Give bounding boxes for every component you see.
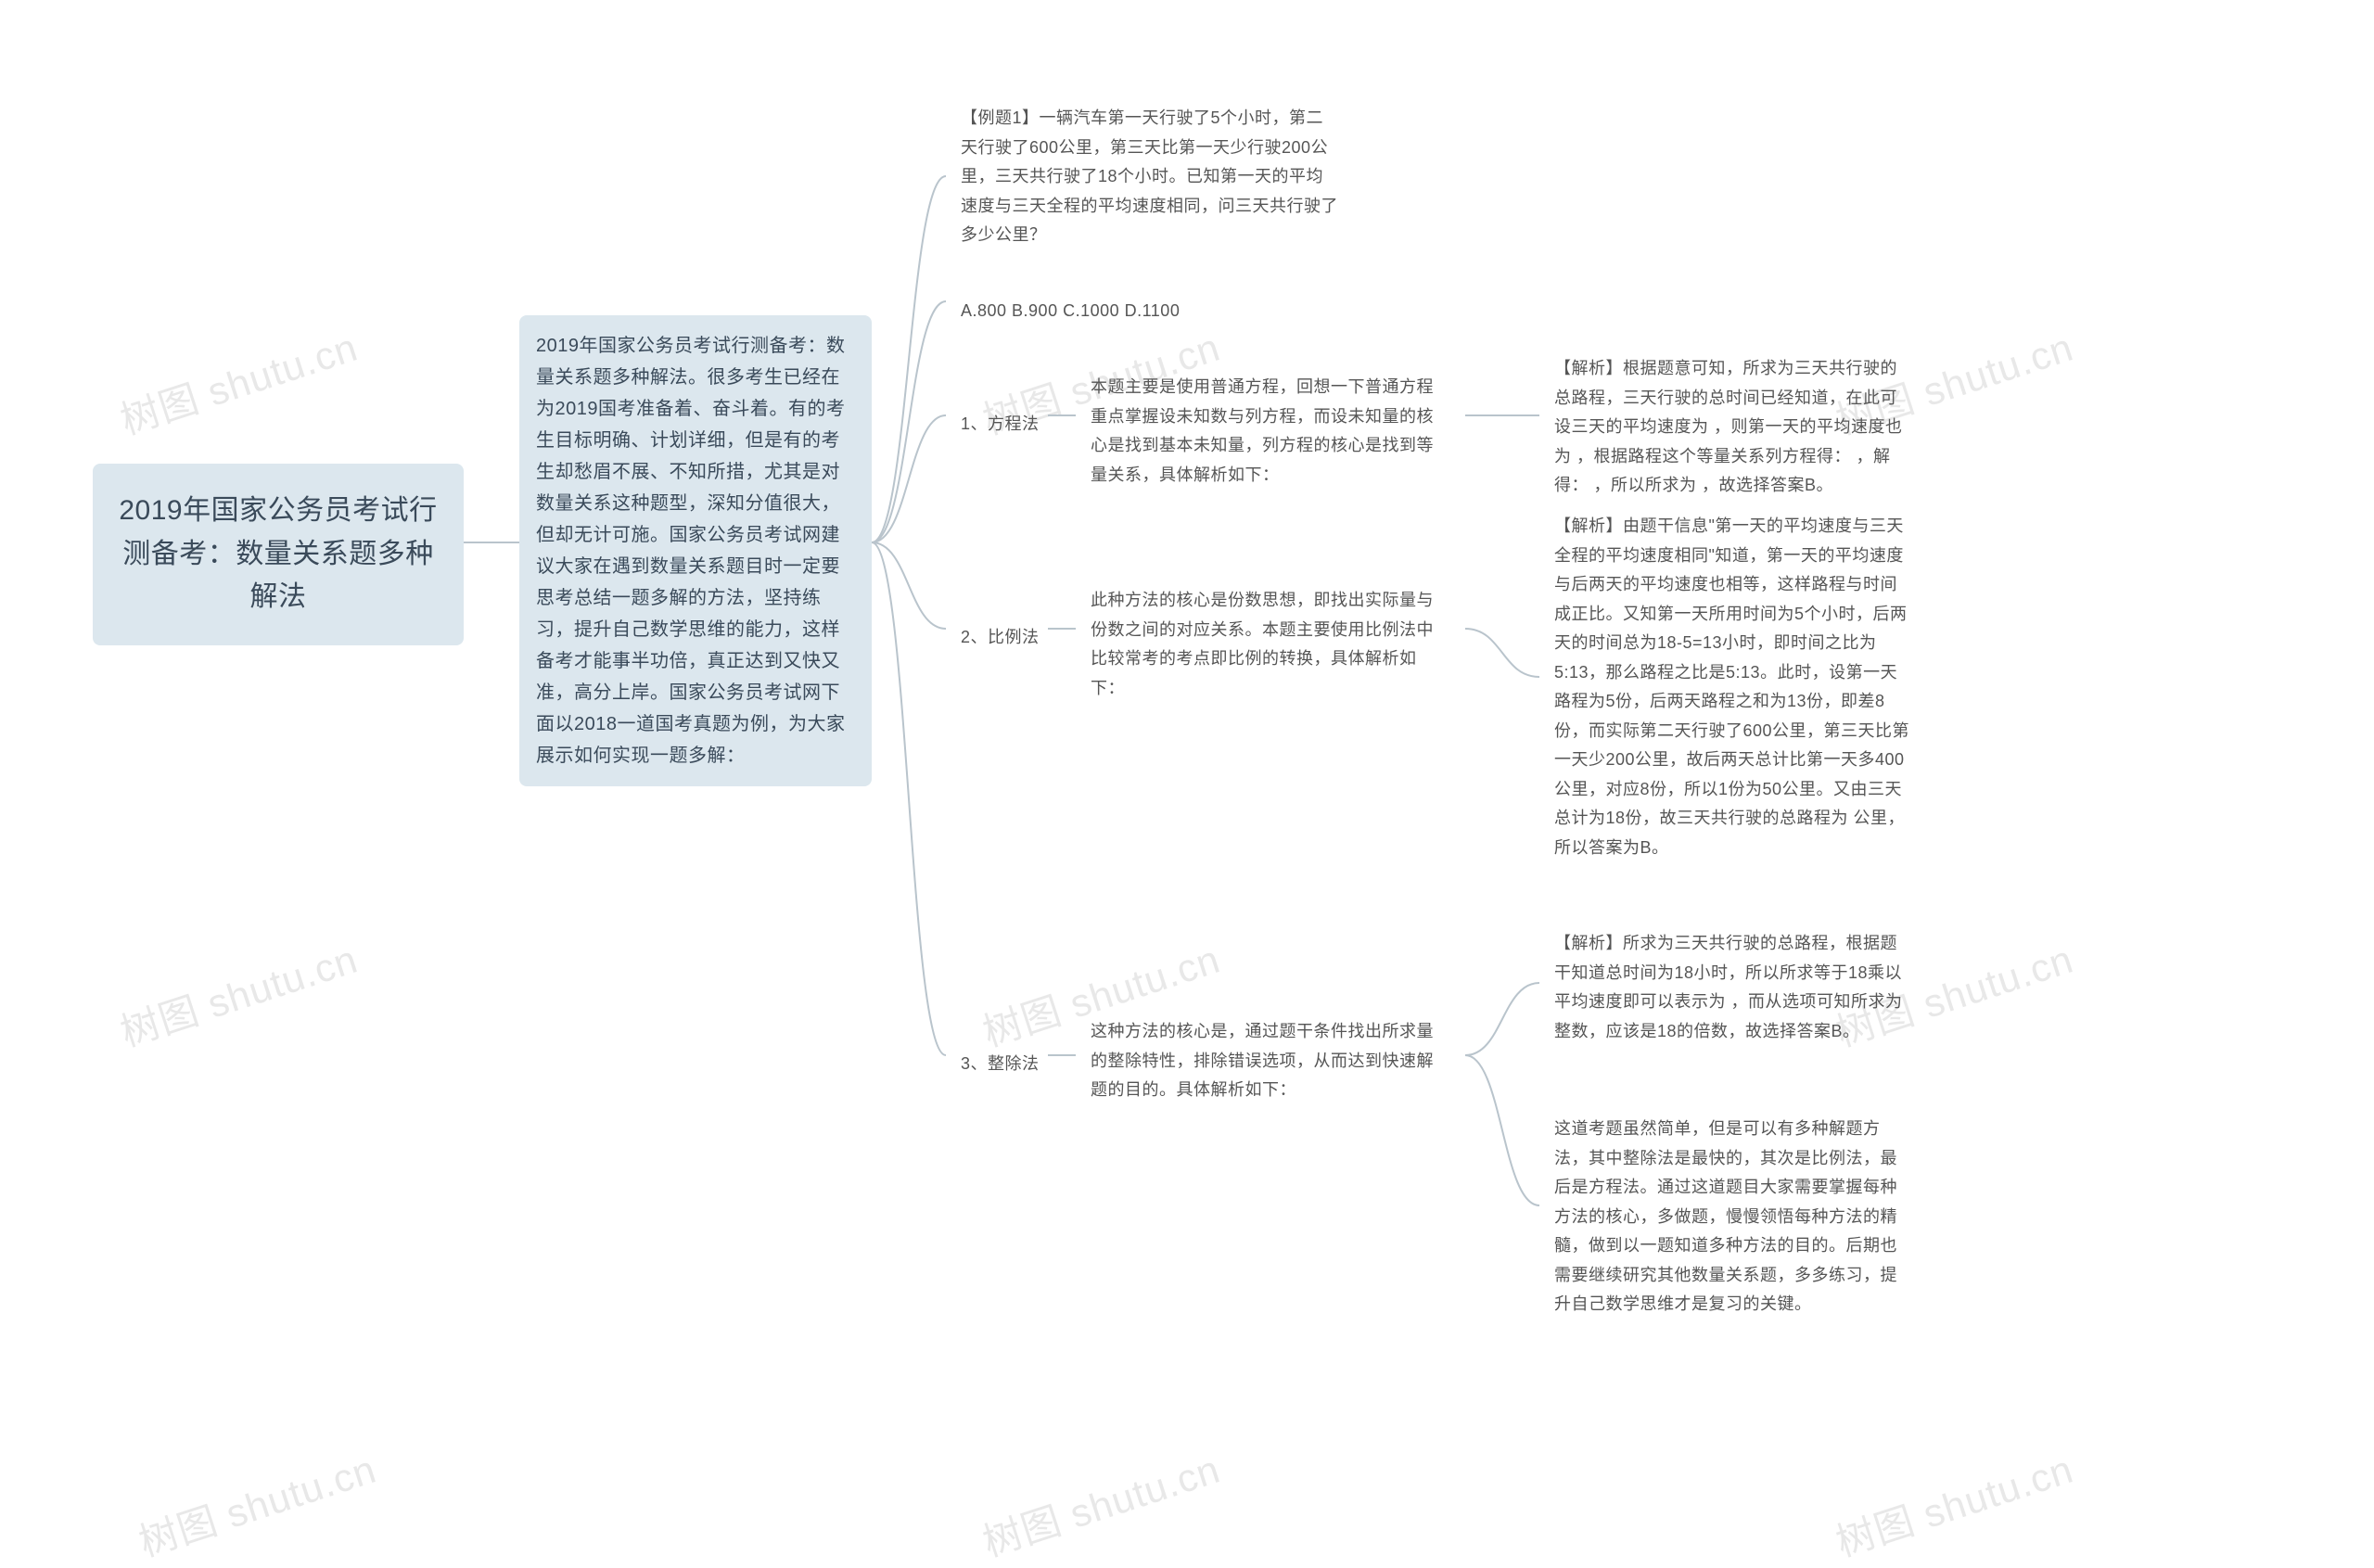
mindmap-title: 2019年国家公务员考试行测备考：数量关系题多种解法 [93, 464, 464, 645]
method3-head: 3、整除法 [946, 1039, 1066, 1090]
method3-analysis-2: 这道考题虽然简单，但是可以有多种解题方法，其中整除法是最快的，其次是比例法，最后… [1539, 1103, 1929, 1331]
mindmap-intro: 2019年国家公务员考试行测备考：数量关系题多种解法。很多考生已经在为2019国… [519, 315, 872, 786]
watermark: 树图 shutu.cn [131, 1438, 382, 1568]
watermark: 树图 shutu.cn [975, 1438, 1226, 1568]
example-question: 【例题1】一辆汽车第一天行驶了5个小时，第二天行驶了600公里，第三天比第一天少… [946, 93, 1354, 261]
answer-choices: A.800 B.900 C.1000 D.1100 [946, 286, 1354, 338]
method3-analysis-1: 【解析】所求为三天共行驶的总路程，根据题干知道总时间为18小时，所以所求等于18… [1539, 918, 1929, 1057]
method2-body: 此种方法的核心是份数思想，即找出实际量与份数之间的对应关系。本题主要使用比例法中… [1076, 575, 1465, 714]
method1-analysis: 【解析】根据题意可知，所求为三天共行驶的总路程，三天行驶的总时间已经知道，在此可… [1539, 343, 1929, 512]
watermark: 树图 shutu.cn [112, 928, 364, 1058]
watermark: 树图 shutu.cn [1828, 1438, 2079, 1568]
watermark: 树图 shutu.cn [112, 316, 364, 446]
method1-body: 本题主要是使用普通方程，回想一下普通方程重点掌握设未知数与列方程，而设未知量的核… [1076, 362, 1465, 501]
method3-body: 这种方法的核心是，通过题干条件找出所求量的整除特性，排除错误选项，从而达到快速解… [1076, 1006, 1465, 1116]
method2-head: 2、比例法 [946, 612, 1066, 664]
method2-analysis: 【解析】由题干信息"第一天的平均速度与三天全程的平均速度相同"知道，第一天的平均… [1539, 501, 1929, 873]
method1-head: 1、方程法 [946, 399, 1066, 451]
